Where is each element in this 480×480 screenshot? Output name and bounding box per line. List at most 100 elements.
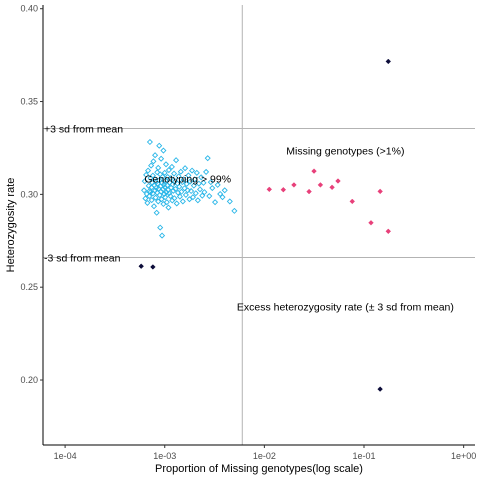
data-point — [160, 181, 167, 188]
data-point — [177, 168, 184, 175]
data-point — [190, 182, 197, 189]
data-point — [198, 174, 205, 181]
x-tick-label: 1e-03 — [153, 451, 176, 461]
data-point — [167, 193, 174, 200]
data-point — [159, 232, 166, 239]
x-tick-label: 1e+00 — [451, 451, 476, 461]
data-point — [152, 152, 159, 159]
data-point — [171, 170, 178, 177]
data-point — [163, 199, 170, 206]
data-point — [154, 169, 161, 176]
annotations: +3 sd from mean -3 sd from mean Genotyping… — [44, 123, 454, 313]
data-point — [164, 173, 171, 180]
data-point — [192, 190, 199, 197]
data-point — [266, 186, 273, 193]
data-point — [152, 194, 159, 201]
data-point — [172, 185, 179, 193]
data-point — [173, 200, 180, 207]
data-point — [280, 186, 287, 193]
data-point — [183, 180, 190, 188]
data-point — [153, 209, 160, 216]
data-point — [291, 182, 297, 188]
data-point — [189, 194, 197, 201]
data-point — [219, 194, 226, 201]
data-point — [156, 177, 163, 184]
y-tick-label: 0.35 — [20, 97, 38, 107]
data-point — [156, 142, 163, 149]
data-point — [226, 198, 233, 205]
data-point — [200, 179, 207, 186]
x-tick-label: 1e-01 — [352, 451, 375, 461]
data-point — [179, 198, 186, 205]
y-tick-label: 0.25 — [20, 282, 38, 292]
data-point — [385, 228, 392, 235]
data-point — [162, 177, 169, 184]
data-point — [317, 182, 324, 188]
data-point — [175, 173, 182, 180]
data-point — [160, 147, 167, 154]
data-point — [169, 181, 176, 188]
data-point — [187, 178, 194, 185]
data-point — [157, 224, 164, 231]
data-point — [209, 185, 216, 192]
data-point — [214, 181, 221, 188]
data-point — [145, 182, 152, 189]
data-point — [188, 187, 195, 195]
data-point — [161, 169, 168, 176]
data-point — [148, 162, 155, 169]
data-point — [195, 180, 202, 187]
data-point — [186, 196, 193, 203]
reference-lines — [43, 5, 475, 445]
data-point — [148, 197, 155, 204]
data-point — [349, 198, 356, 205]
data-point — [196, 186, 204, 193]
data-point — [178, 188, 185, 195]
data-point — [194, 197, 201, 204]
data-point — [193, 169, 200, 176]
x-tick-label: 1e-04 — [54, 451, 77, 461]
axes — [42, 5, 475, 446]
data-point — [180, 176, 187, 183]
data-point — [176, 193, 183, 200]
x-tick-label: 1e-02 — [253, 451, 276, 461]
data-point — [138, 263, 144, 269]
data-point — [150, 264, 156, 270]
data-point — [204, 155, 211, 162]
data-point — [141, 187, 148, 194]
data-point — [231, 207, 238, 214]
data-point — [181, 185, 188, 192]
data-point — [173, 157, 180, 164]
data-point — [191, 176, 198, 183]
y-tick-label: 0.40 — [20, 4, 38, 14]
data-point — [185, 172, 192, 179]
data-point — [159, 173, 166, 180]
data-point — [182, 191, 189, 198]
annotation-label: Genotyping > 99% — [144, 174, 231, 186]
data-point — [217, 190, 224, 198]
data-point — [146, 193, 153, 200]
annotation-label: -3 sd from mean — [44, 252, 121, 264]
x-axis-ticks: 1e-04 1e-03 1e-02 1e-01 1e+00 — [54, 445, 476, 461]
data-point — [161, 190, 168, 198]
data-point — [199, 192, 206, 199]
data-point — [170, 187, 177, 194]
y-axis-title: Heterozygosity rate — [5, 178, 17, 273]
data-point — [158, 196, 165, 203]
data-point — [166, 179, 173, 186]
y-tick-label: 0.30 — [20, 189, 38, 199]
annotation-label: +3 sd from mean — [44, 123, 123, 135]
data-point — [212, 199, 219, 206]
data-point — [158, 188, 165, 195]
data-point — [335, 178, 341, 184]
y-tick-label: 0.20 — [20, 375, 38, 385]
data-points — [138, 58, 392, 392]
data-point — [143, 171, 150, 178]
data-point — [155, 198, 162, 205]
data-point — [203, 168, 210, 175]
data-point — [167, 175, 174, 182]
data-point — [171, 195, 178, 202]
x-axis-title: Proportion of Missing genotypes(log scal… — [155, 463, 363, 475]
data-point — [182, 165, 189, 172]
y-axis-ticks: 0.20 0.25 0.30 0.35 0.40 — [20, 4, 43, 385]
